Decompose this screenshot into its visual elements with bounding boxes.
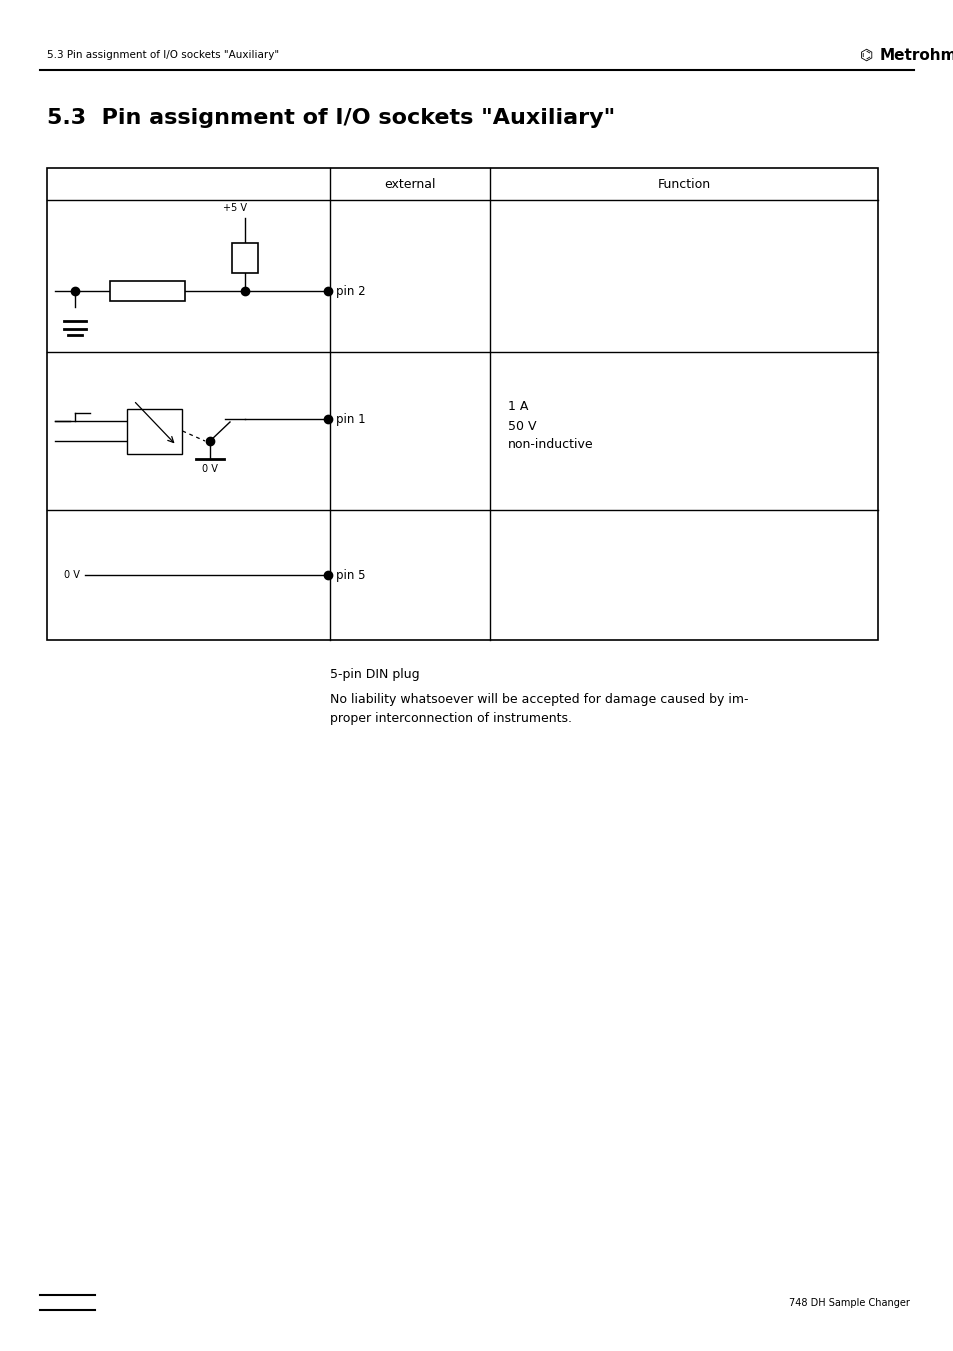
Text: 0 V: 0 V — [64, 570, 80, 580]
Bar — [110, 281, 185, 301]
Bar — [128, 408, 182, 454]
Text: Function: Function — [657, 177, 710, 190]
Text: 5.3 Pin assignment of I/O sockets "Auxiliary": 5.3 Pin assignment of I/O sockets "Auxil… — [47, 50, 279, 59]
Text: +5 V: +5 V — [223, 203, 247, 213]
Text: pin 1: pin 1 — [335, 412, 365, 426]
Text: 1 A
50 V
non-inductive: 1 A 50 V non-inductive — [507, 400, 593, 451]
Text: ⌬: ⌬ — [859, 47, 872, 62]
Text: 5.3  Pin assignment of I/O sockets "Auxiliary": 5.3 Pin assignment of I/O sockets "Auxil… — [47, 108, 615, 128]
Bar — [232, 243, 257, 273]
Text: pin 5: pin 5 — [335, 569, 365, 581]
Text: 0 V: 0 V — [202, 463, 217, 474]
Text: 748 DH Sample Changer: 748 DH Sample Changer — [788, 1297, 909, 1308]
Text: external: external — [384, 177, 436, 190]
Text: 5-pin DIN plug: 5-pin DIN plug — [330, 667, 419, 681]
Text: Metrohm: Metrohm — [879, 47, 953, 62]
Text: pin 2: pin 2 — [335, 285, 365, 297]
Text: No liability whatsoever will be accepted for damage caused by im-
proper interco: No liability whatsoever will be accepted… — [330, 693, 748, 725]
Bar — [47, 168, 877, 640]
